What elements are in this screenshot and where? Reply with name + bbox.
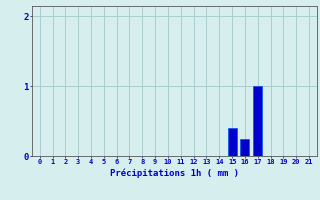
- Bar: [253, 86, 262, 156]
- X-axis label: Précipitations 1h ( mm ): Précipitations 1h ( mm ): [110, 168, 239, 178]
- Bar: [228, 128, 236, 156]
- Bar: [240, 139, 250, 156]
